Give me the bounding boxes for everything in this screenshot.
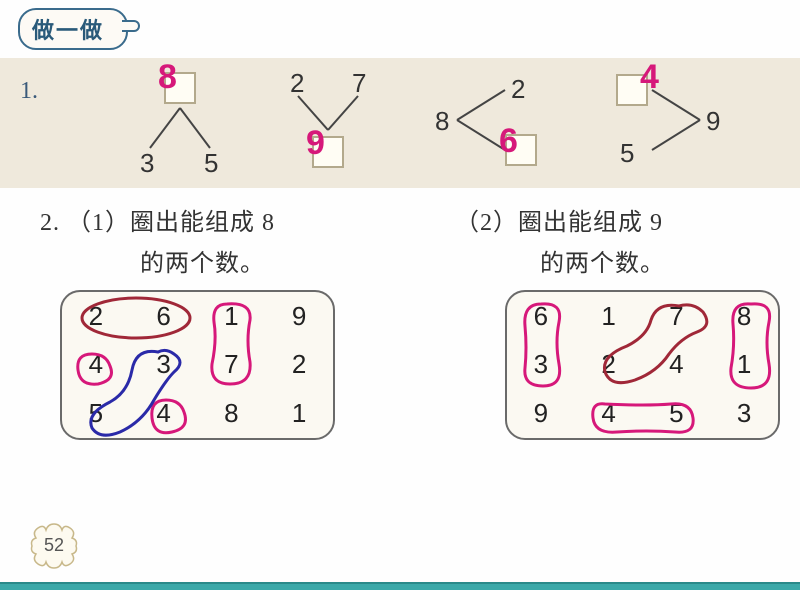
- grid-1: 261943725481: [60, 290, 335, 440]
- problem-2: 2. （1）圈出能组成 8 （2）圈出能组成 9 的两个数。 的两个数。 261…: [0, 188, 800, 450]
- p2-part1-line2: 的两个数。: [140, 243, 360, 278]
- answer-b: 9: [306, 124, 325, 163]
- grid-cell: 4: [130, 389, 198, 438]
- exercise-title: 做一做: [32, 18, 104, 43]
- grid-cell: 3: [507, 341, 575, 390]
- grid-cell: 1: [575, 292, 643, 341]
- grid-cell: 2: [575, 341, 643, 390]
- page-number: 52: [30, 535, 78, 556]
- badge-tail-icon: [122, 20, 140, 32]
- grid-cell: 4: [643, 341, 711, 390]
- grid-cell: 7: [643, 292, 711, 341]
- grid-cell: 5: [62, 389, 130, 438]
- answer-c: 6: [499, 122, 518, 161]
- grid-cell: 9: [507, 389, 575, 438]
- header: 做一做: [0, 0, 800, 58]
- grid-cell: 6: [507, 292, 575, 341]
- grid-cell: 3: [130, 341, 198, 390]
- split-lines-a: [120, 68, 240, 178]
- grid-cell: 2: [62, 292, 130, 341]
- grid-cell: 6: [130, 292, 198, 341]
- num-c-upper: 2: [511, 74, 525, 105]
- p2-label: 2. （1）圈出能组成 8: [40, 202, 275, 237]
- num-d-outer: 9: [706, 106, 720, 137]
- diagram-b: 2 7 9: [270, 68, 390, 178]
- grid-cell: 3: [710, 389, 778, 438]
- grid-cell: 8: [198, 389, 266, 438]
- grid-cell: 9: [265, 292, 333, 341]
- problem-1: 1. 8 3 5 2 7 9 8 2 6 4 5: [0, 58, 800, 188]
- grid-cell: 2: [265, 341, 333, 390]
- grid-cell: 1: [265, 389, 333, 438]
- grid-cell: 4: [575, 389, 643, 438]
- num-a-left: 3: [140, 148, 154, 179]
- diagram-a: 8 3 5: [120, 68, 240, 178]
- problem-1-label: 1.: [20, 78, 38, 105]
- grid-cell: 1: [198, 292, 266, 341]
- page-badge: 52: [30, 522, 78, 570]
- grid-2: 617832419453: [505, 290, 780, 440]
- footer-accent: [0, 582, 800, 590]
- grid-cell: 5: [643, 389, 711, 438]
- p2-part2-line1: （2）圈出能组成 9: [455, 202, 663, 237]
- p2-part2-line2: 的两个数。: [540, 243, 665, 278]
- diagram-d: 4 5 9: [610, 68, 770, 178]
- grid-cell: 4: [62, 341, 130, 390]
- grid-cell: 1: [710, 341, 778, 390]
- exercise-badge: 做一做: [18, 8, 128, 50]
- angle-lines-d: [610, 68, 770, 178]
- grid-cell: 8: [710, 292, 778, 341]
- grid-cell: 7: [198, 341, 266, 390]
- diagram-c: 8 2 6: [435, 68, 595, 178]
- num-a-right: 5: [204, 148, 218, 179]
